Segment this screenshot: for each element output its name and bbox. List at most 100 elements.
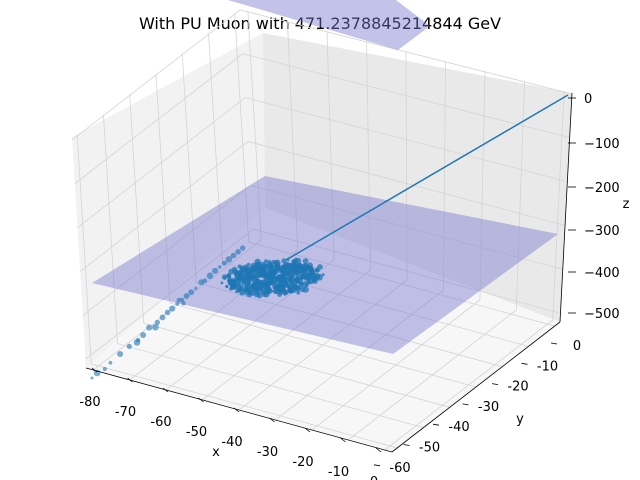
x-tick-label: -70 — [115, 405, 136, 420]
data-point — [248, 274, 254, 280]
data-point — [295, 271, 299, 275]
x-tick-label: -10 — [328, 465, 349, 480]
data-point — [239, 283, 244, 289]
data-point — [231, 284, 237, 290]
y-tick-label: -20 — [507, 380, 528, 395]
data-point — [237, 264, 242, 269]
data-point — [259, 261, 267, 269]
z-gridline — [74, 53, 570, 185]
data-point — [159, 314, 166, 321]
pane-left — [72, 33, 265, 368]
data-point — [267, 287, 270, 290]
data-point — [227, 279, 233, 285]
x-gridline — [275, 60, 446, 421]
x-tick-mark — [269, 417, 275, 423]
x-tick-label: -80 — [79, 395, 100, 410]
y-ticks: 0 -10 -20 -30 -40 -50 -60 — [373, 339, 581, 476]
data-point — [221, 274, 228, 280]
data-point — [265, 263, 269, 267]
data-point — [290, 287, 297, 294]
z-gridline — [77, 97, 568, 228]
data-point — [206, 272, 214, 280]
z-axis-line — [559, 92, 573, 323]
data-point — [225, 256, 233, 263]
plot-marks — [90, 0, 569, 380]
data-point — [288, 275, 293, 280]
data-point — [287, 263, 293, 269]
data-point — [270, 280, 276, 285]
data-point — [220, 281, 224, 285]
x-tick-label: -20 — [292, 455, 313, 470]
x-tick-mark — [91, 367, 98, 373]
data-point — [250, 290, 256, 296]
data-point — [146, 324, 153, 331]
data-point — [202, 278, 208, 284]
data-point — [256, 262, 262, 268]
z-tick-label: −300 — [584, 224, 620, 239]
data-point — [315, 275, 320, 280]
x-tick-label: 0 — [370, 475, 378, 480]
data-point — [176, 297, 181, 303]
data-point — [281, 286, 285, 290]
y-tick-mark — [550, 342, 558, 345]
data-point — [291, 259, 297, 264]
data-point — [228, 268, 235, 275]
data-point — [321, 273, 325, 277]
data-point — [297, 268, 303, 274]
x-tick-label: -50 — [186, 425, 207, 440]
y-gridline — [76, 134, 398, 449]
x-ticks: -80 -70 -60 -50 -40 -30 -20 -10 0 — [79, 367, 382, 480]
data-point — [230, 252, 237, 259]
data-point — [277, 292, 282, 297]
data-point — [305, 283, 309, 287]
data-point — [288, 278, 294, 284]
data-point — [232, 269, 237, 274]
data-point — [154, 319, 160, 325]
data-point — [279, 274, 284, 279]
y-tick-mark — [403, 444, 410, 446]
x-tick-mark — [162, 387, 169, 393]
data-point — [262, 272, 266, 276]
data-point — [234, 279, 238, 282]
data-point — [262, 267, 266, 272]
data-point — [281, 258, 287, 264]
pane-back — [263, 33, 572, 322]
data-point — [140, 332, 147, 338]
data-point — [175, 301, 180, 306]
data-point — [286, 258, 290, 262]
x-tick-mark — [375, 447, 382, 453]
z-tick-label: 0 — [584, 92, 592, 107]
data-point — [291, 266, 295, 271]
data-point — [226, 274, 232, 279]
data-point — [269, 271, 276, 278]
plane-z--400 — [92, 176, 558, 354]
data-point — [237, 281, 241, 285]
y-gridline — [234, 13, 555, 327]
data-point — [188, 289, 195, 296]
data-point — [245, 268, 252, 274]
data-point — [296, 290, 301, 295]
data-point — [102, 366, 107, 372]
x-tick-label: -30 — [257, 445, 278, 460]
data-point — [235, 290, 238, 293]
plane-z-0 — [228, 0, 430, 50]
data-point — [271, 259, 276, 265]
x-gridline — [165, 30, 335, 391]
data-point — [272, 289, 275, 293]
x-tick-mark — [127, 377, 133, 383]
data-point — [302, 263, 310, 271]
y-axis-label: y — [516, 412, 524, 427]
y-tick-mark — [462, 403, 469, 406]
data-point — [251, 277, 259, 285]
data-point — [164, 309, 171, 316]
data-point — [212, 267, 219, 274]
x-gridline — [202, 40, 371, 401]
x-axis-label: x — [212, 445, 220, 460]
data-point — [250, 262, 257, 269]
z-tick-label: −100 — [584, 137, 620, 152]
y-tick-label: -30 — [478, 400, 499, 415]
data-point — [245, 274, 249, 278]
z-axis-label: z — [623, 197, 630, 212]
data-point — [265, 280, 272, 287]
data-point — [218, 265, 222, 269]
